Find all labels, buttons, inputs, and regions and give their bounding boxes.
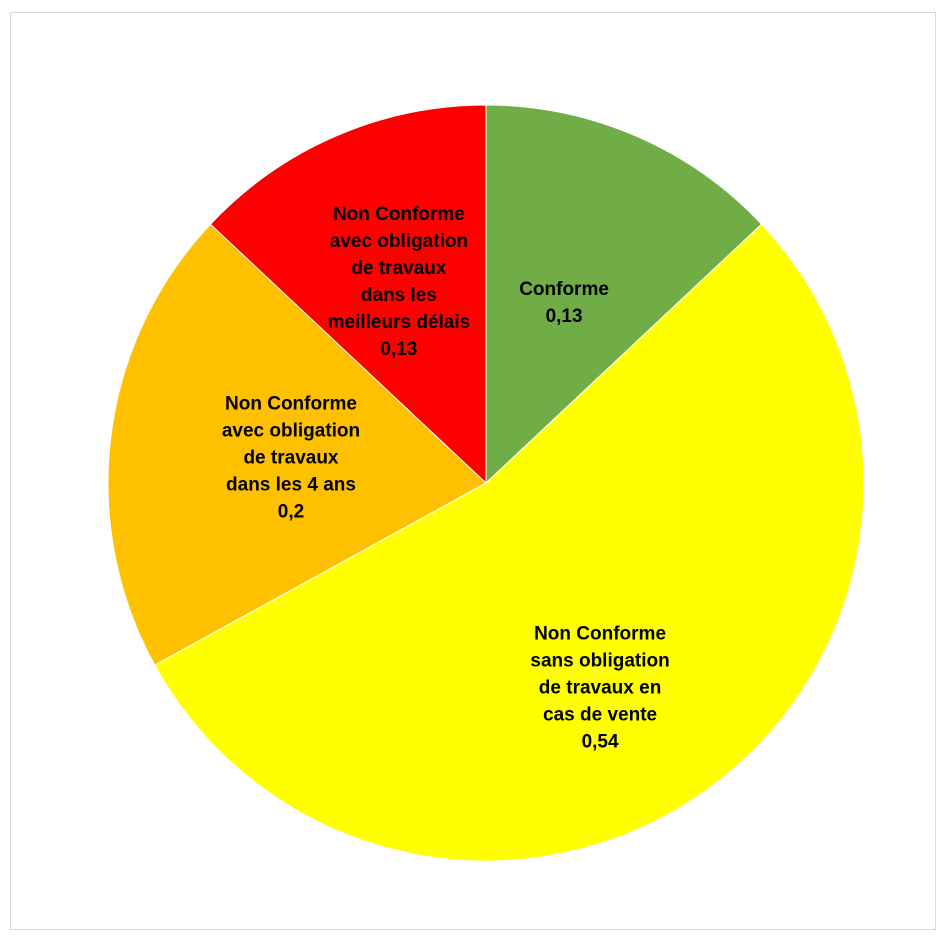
pie-slice-4 xyxy=(209,104,487,485)
slice-value: 0,54 xyxy=(581,731,619,753)
pie-slice-3 xyxy=(107,223,487,666)
slice-value: 0,2 xyxy=(277,501,305,523)
slice-category-name: Non Conforme sans obligation de travaux … xyxy=(530,623,670,726)
chart-area: Conforme 0,13 Non Conforme sans obligatio… xyxy=(10,12,936,930)
slice-label-1: Conforme 0,13 xyxy=(519,276,609,330)
slice-value: 0,13 xyxy=(380,338,418,360)
slice-value: 0,13 xyxy=(545,305,583,327)
pie-slice-1 xyxy=(485,104,763,485)
slice-category-name: Conforme xyxy=(519,278,609,300)
slice-label-3: Non Conforme avec obligation de travaux … xyxy=(222,391,360,526)
pie-chart xyxy=(107,104,865,862)
slice-label-4: Non Conforme avec obligation de travaux … xyxy=(328,201,471,363)
slice-category-name: Non Conforme avec obligation de travaux … xyxy=(221,393,361,496)
slice-label-2: Non Conforme sans obligation de travaux … xyxy=(530,620,669,755)
pie-slice-2 xyxy=(154,223,865,862)
slice-category-name: Non Conforme avec obligation de travaux … xyxy=(327,203,471,333)
